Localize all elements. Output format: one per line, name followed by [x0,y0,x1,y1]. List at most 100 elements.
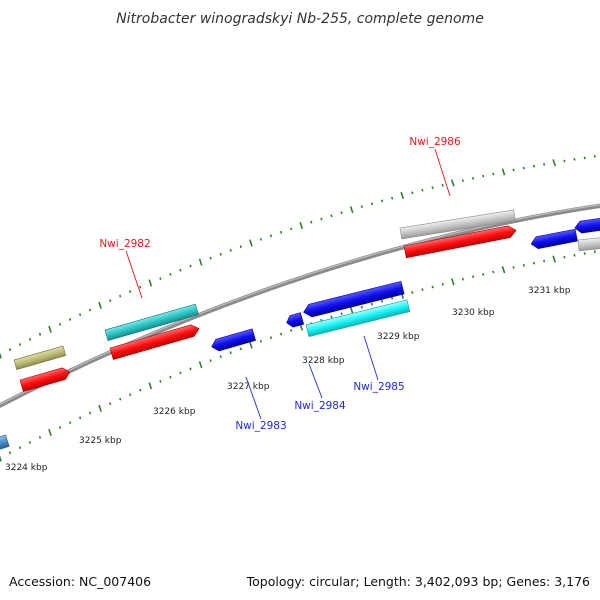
gene-label-nwi2983[interactable]: Nwi_2983 [235,420,286,432]
outer-ring-minor-tick [239,245,242,249]
outer-ring-minor-tick [441,183,444,187]
inner-ring-minor-tick [512,266,515,269]
outer-ring-minor-tick [563,159,566,163]
map-title: Nitrobacter winogradskyi Nb-255, complet… [116,11,484,27]
outer-ring-minor-tick [512,168,515,172]
genome-summary-text: Topology: circular; Length: 3,402,093 bp… [246,574,590,589]
gene-arrow-blue-right[interactable] [530,228,578,250]
scale-label-3230: 3230 kbp [452,308,495,318]
outer-ring-minor-tick [492,172,495,176]
inner-ring-minor-tick [482,272,485,276]
inner-ring-minor-tick [18,446,22,449]
outer-ring-minor-tick [279,230,283,234]
inner-ring-minor-tick [38,436,42,439]
outer-ring-minor-tick [109,299,112,303]
accession-text: Accession: NC_007406 [9,574,151,589]
outer-ring-minor-tick [259,238,263,241]
outer-ring-minor-tick [471,176,475,180]
outer-ring-minor-tick [28,338,32,341]
inner-ring-minor-tick [360,305,363,309]
outer-ring-minor-tick [58,323,62,326]
outer-ring-minor-tick [8,348,12,352]
inner-ring-major-tick [48,428,52,436]
outer-ring-major-tick [400,191,405,199]
outer-ring-minor-tick [78,313,82,317]
scale-label-3231: 3231 kbp [528,286,571,296]
gene-label-nwi2984[interactable]: Nwi_2984 [294,400,346,412]
outer-ring-minor-tick [360,205,363,209]
outer-ring-minor-tick [330,214,333,218]
inner-ring-minor-tick [109,402,112,406]
inner-ring-minor-tick [68,421,72,424]
outer-ring-minor-tick [542,162,546,166]
gene-arrow-steel-left[interactable] [0,434,10,450]
gene-arrow-cyan-nwi2985[interactable] [305,299,411,338]
outer-ring-minor-tick [129,290,132,293]
inner-ring-minor-tick [8,451,12,455]
inner-tick-ring [0,250,596,462]
outer-ring-minor-tick [139,285,142,289]
inner-ring-major-tick [501,266,506,274]
gene-arrow-grey-right[interactable] [577,236,600,252]
gene-arrow-teal-nwi2982[interactable] [104,303,199,341]
outer-ring-minor-tick [380,199,384,203]
gene-arrow-blue-small[interactable] [285,312,305,329]
inner-ring-minor-tick [209,359,212,362]
gene-arrow-red-nwi2982[interactable] [109,323,201,360]
inner-ring-minor-tick [542,259,546,263]
inner-ring-minor-tick [239,347,242,351]
leader-line-nwi2984 [308,363,323,399]
gene-arrow-red-nwi2986[interactable] [403,224,517,259]
outer-ring-minor-tick [88,308,92,312]
outer-ring-major-tick [249,239,253,247]
inner-ring-minor-tick [563,255,566,259]
outer-ring-minor-tick [370,202,374,206]
outer-ring-minor-tick [38,332,42,336]
outer-ring-minor-tick [209,256,212,260]
inner-ring-major-tick [349,306,354,314]
outer-ring-minor-tick [482,174,485,178]
inner-ring-minor-tick [189,367,192,371]
gene-label-nwi2986[interactable]: Nwi_2986 [409,136,461,148]
inner-ring-minor-tick [471,275,475,279]
inner-ring-minor-tick [330,315,333,319]
gene-arrow-blue-nwi2984[interactable] [302,280,405,318]
outer-ring-minor-tick [431,186,434,190]
outer-ring-minor-tick [159,277,162,280]
outer-ring-major-tick [552,159,557,167]
gene-label-nwi2985[interactable]: Nwi_2985 [353,381,404,393]
gene-arrow-olive[interactable] [13,345,67,370]
inner-ring-minor-tick [129,393,132,396]
inner-ring-minor-tick [593,250,596,254]
inner-ring-minor-tick [179,371,182,375]
outer-ring-major-tick [450,179,455,187]
inner-ring-major-tick [148,382,153,390]
outer-ring-minor-tick [411,191,414,195]
gene-label-nwi2982[interactable]: Nwi_2982 [99,238,150,250]
inner-ring-major-tick [249,341,253,349]
inner-ring-minor-tick [573,253,576,257]
gene-arrow-blue-nwi2983[interactable] [210,328,256,353]
inner-ring-minor-tick [522,263,525,267]
inner-ring-minor-tick [28,441,32,444]
gene-arrow-grey-nwi2986[interactable] [399,209,516,240]
forward-genes [13,209,600,392]
gene-arrow-blue-edge[interactable] [574,216,600,234]
inner-ring-major-tick [198,361,203,369]
inner-ring-minor-tick [279,332,283,336]
inner-ring-major-tick [552,255,557,263]
inner-ring-minor-tick [421,288,424,292]
outer-ring-minor-tick [169,273,172,276]
inner-ring-minor-tick [370,302,374,306]
gene-arrow-red-left[interactable] [19,366,71,392]
scale-label-3226: 3226 kbp [153,407,196,417]
leader-line-nwi2985 [363,335,379,381]
leader-lines [125,148,451,420]
outer-ring-major-tick [48,325,52,333]
inner-ring-minor-tick [139,388,142,392]
inner-ring-minor-tick [380,299,384,303]
inner-ring-minor-tick [532,261,536,265]
outer-ring-minor-tick [68,318,72,321]
